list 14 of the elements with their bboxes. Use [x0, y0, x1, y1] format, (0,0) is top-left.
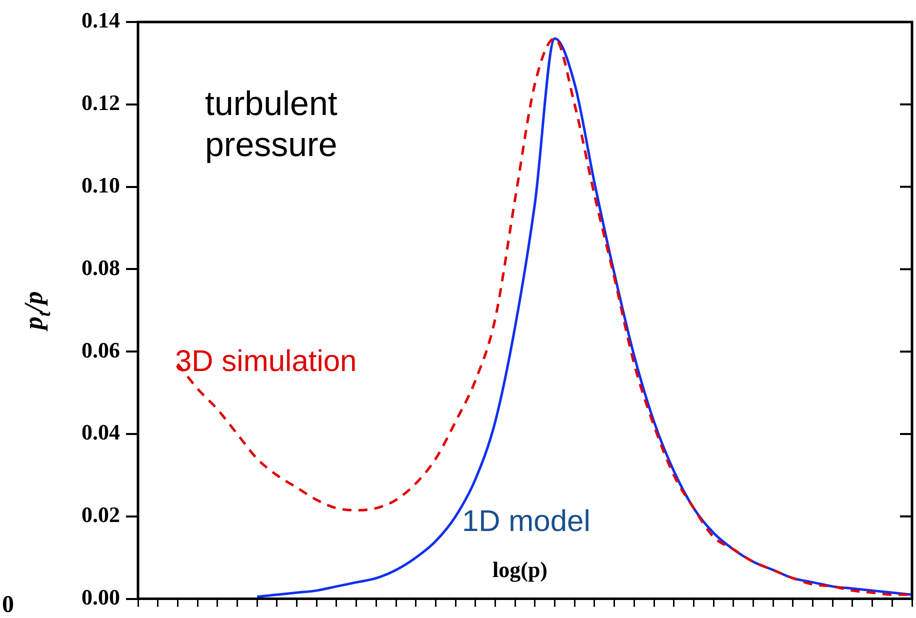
- annotation: turbulent pressure: [205, 85, 338, 164]
- y-tick-label: 0.10: [82, 172, 120, 198]
- text: 0: [2, 592, 14, 618]
- series-label: 3D simulation: [175, 345, 357, 378]
- y-tick-label: 0.04: [82, 420, 120, 445]
- y-tick-label: 0.12: [82, 90, 120, 116]
- y-tick-label: 0.02: [82, 502, 120, 528]
- y-axis-title: pt/p: [19, 291, 54, 332]
- y-tick-label: 0.14: [82, 8, 120, 33]
- y-tick-label: 0.08: [82, 254, 120, 280]
- series-label: 1D model: [462, 505, 590, 538]
- y-tick-label: 0.00: [82, 584, 120, 610]
- x-axis-title: log(p): [492, 556, 548, 582]
- y-tick-label: 0.06: [82, 337, 120, 362]
